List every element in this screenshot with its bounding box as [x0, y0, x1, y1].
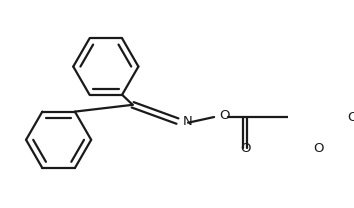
Text: O: O: [240, 142, 250, 155]
Text: N: N: [182, 115, 192, 128]
Text: O: O: [219, 109, 229, 122]
Text: O: O: [313, 142, 324, 155]
Text: O: O: [348, 110, 354, 124]
